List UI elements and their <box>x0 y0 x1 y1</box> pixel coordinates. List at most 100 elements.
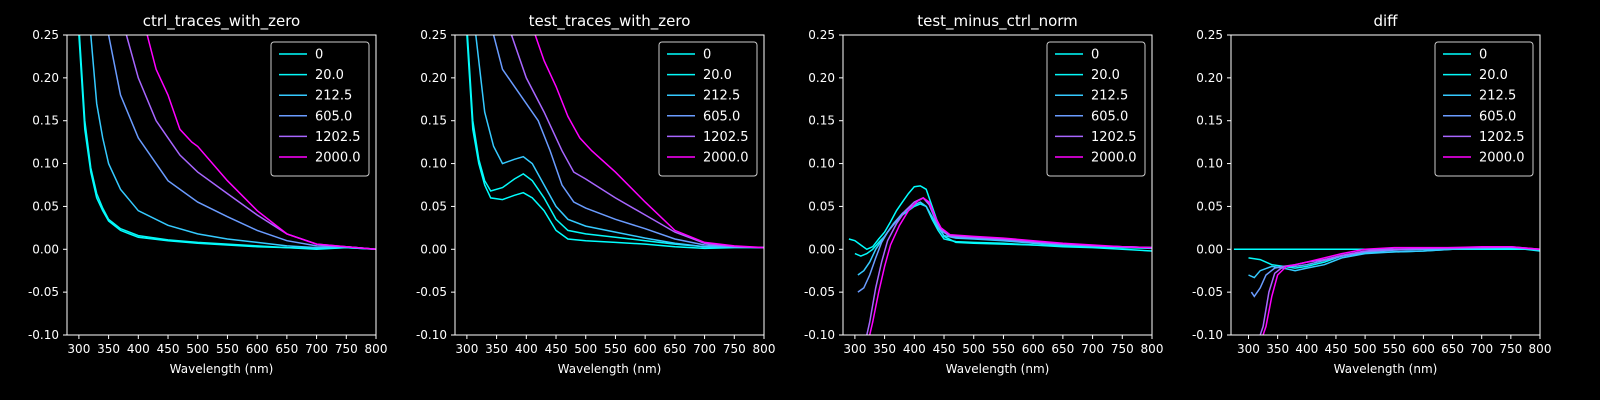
plot-frame <box>454 34 765 336</box>
y-tick-label: -0.10 <box>416 328 447 342</box>
series-line-20-0 <box>466 35 764 249</box>
chart-title: test_minus_ctrl_norm <box>917 12 1078 31</box>
y-tick-label: 0.10 <box>808 157 835 171</box>
x-tick-label: 600 <box>634 342 657 356</box>
x-tick-label: 700 <box>1081 342 1104 356</box>
x-axis-label: Wavelength (nm) <box>946 362 1050 376</box>
series-line-605-0 <box>492 35 764 249</box>
x-tick-label: 350 <box>873 342 896 356</box>
legend-label: 20.0 <box>315 68 344 83</box>
x-tick-label: 500 <box>186 342 209 356</box>
x-axis-label: Wavelength (nm) <box>1334 362 1438 376</box>
chart-panel-4: diff 300 350 400 450 500 550 600 650 700 750 800 -0.… <box>1192 12 1552 376</box>
x-tick-label: 300 <box>1237 342 1260 356</box>
x-tick-label: 600 <box>1412 342 1435 356</box>
series-group <box>78 35 376 251</box>
y-tick-label: 0.05 <box>420 199 447 213</box>
y-tick-label: 0.15 <box>32 114 59 128</box>
chart-panel-2: test_traces_with_zero 300 350 400 450 500 550 6… <box>416 12 776 376</box>
y-tick-label: 0.20 <box>808 71 835 85</box>
legend-label: 605.0 <box>1479 109 1516 124</box>
x-tick-label: 450 <box>545 342 568 356</box>
x-tick-label: 750 <box>1111 342 1134 356</box>
y-tick-label: 0.10 <box>32 157 59 171</box>
x-tick-label: 800 <box>753 342 776 356</box>
x-tick-label: 700 <box>1470 342 1493 356</box>
legend-label: 0 <box>1479 48 1487 63</box>
y-tick-label: -0.05 <box>804 285 835 299</box>
y-tick-label: 0.20 <box>420 71 447 85</box>
series-line-2000-0 <box>1262 245 1540 335</box>
x-tick-label: 800 <box>1141 342 1164 356</box>
x-tick-label: 700 <box>693 342 716 356</box>
legend-label: 605.0 <box>1091 109 1128 124</box>
y-tick-label: 0.00 <box>420 242 447 256</box>
legend-label: 1202.5 <box>703 130 749 145</box>
legend-label: 0 <box>1091 48 1099 63</box>
x-tick-label: 400 <box>515 342 538 356</box>
legend-label: 605.0 <box>315 109 352 124</box>
y-tick-label: 0.25 <box>420 28 447 42</box>
x-tick-label: 400 <box>127 342 150 356</box>
chart-panel-1: ctrl_traces_with_zero 300 350 400 450 500 550 6… <box>28 12 388 376</box>
legend-box <box>1046 41 1146 177</box>
legend-box <box>658 41 758 177</box>
y-tick-label: 0.10 <box>1196 157 1223 171</box>
x-tick-label: 500 <box>1354 342 1377 356</box>
legend-label: 0 <box>315 48 323 63</box>
legend-label: 2000.0 <box>703 151 749 166</box>
y-tick-label: 0.05 <box>808 199 835 213</box>
x-tick-label: 300 <box>455 342 478 356</box>
x-tick-label: 650 <box>1441 342 1464 356</box>
legend-label: 1202.5 <box>315 130 361 145</box>
series-line-605-0 <box>107 35 376 251</box>
x-tick-label: 750 <box>1499 342 1522 356</box>
plot-frame <box>842 34 1153 336</box>
x-tick-label: 500 <box>574 342 597 356</box>
plot-frame <box>1230 34 1541 336</box>
series-line-2000-0 <box>868 197 1152 335</box>
x-axis-label: Wavelength (nm) <box>558 362 662 376</box>
x-tick-label: 550 <box>216 342 239 356</box>
y-tick-label: 0.15 <box>420 114 447 128</box>
legend-box <box>1434 41 1534 177</box>
x-tick-label: 600 <box>1022 342 1045 356</box>
legend-label: 2000.0 <box>1091 151 1137 166</box>
x-tick-label: 600 <box>246 342 269 356</box>
legend-label: 2000.0 <box>1479 151 1525 166</box>
y-tick-label: 0.10 <box>420 157 447 171</box>
legend-label: 212.5 <box>1479 89 1516 104</box>
y-tick-label: -0.10 <box>804 328 835 342</box>
y-tick-label: 0.05 <box>1196 199 1223 213</box>
chart-title: test_traces_with_zero <box>529 12 691 31</box>
legend-label: 20.0 <box>1479 68 1508 83</box>
y-tick-label: 0.25 <box>1196 28 1223 42</box>
x-tick-label: 350 <box>485 342 508 356</box>
series-line-212-5 <box>475 35 764 249</box>
series-line-0 <box>466 35 764 250</box>
x-tick-label: 300 <box>67 342 90 356</box>
series-line-20-0 <box>78 35 376 251</box>
legend-label: 1202.5 <box>1479 130 1525 145</box>
legend-label: 212.5 <box>703 89 740 104</box>
legend: 0 20.0 212.5 605.0 1202.5 2000.0 <box>270 41 370 177</box>
x-tick-label: 550 <box>604 342 627 356</box>
y-tick-label: -0.10 <box>28 328 59 342</box>
series-group <box>466 35 764 250</box>
chart-title: diff <box>1373 12 1398 30</box>
y-tick-label: 0.00 <box>1196 242 1223 256</box>
series-line-212-5 <box>1248 246 1540 279</box>
y-tick-label: 0.15 <box>808 114 835 128</box>
x-tick-label: 800 <box>365 342 388 356</box>
y-tick-label: 0.15 <box>1196 114 1223 128</box>
series-line-212-5 <box>857 201 1152 276</box>
legend-label: 605.0 <box>703 109 740 124</box>
y-tick-label: 0.20 <box>32 71 59 85</box>
x-tick-label: 350 <box>97 342 120 356</box>
x-tick-label: 650 <box>663 342 686 356</box>
y-tick-label: 0.25 <box>808 28 835 42</box>
series-line-212-5 <box>90 35 376 251</box>
x-tick-label: 300 <box>843 342 866 356</box>
x-tick-label: 350 <box>1266 342 1289 356</box>
